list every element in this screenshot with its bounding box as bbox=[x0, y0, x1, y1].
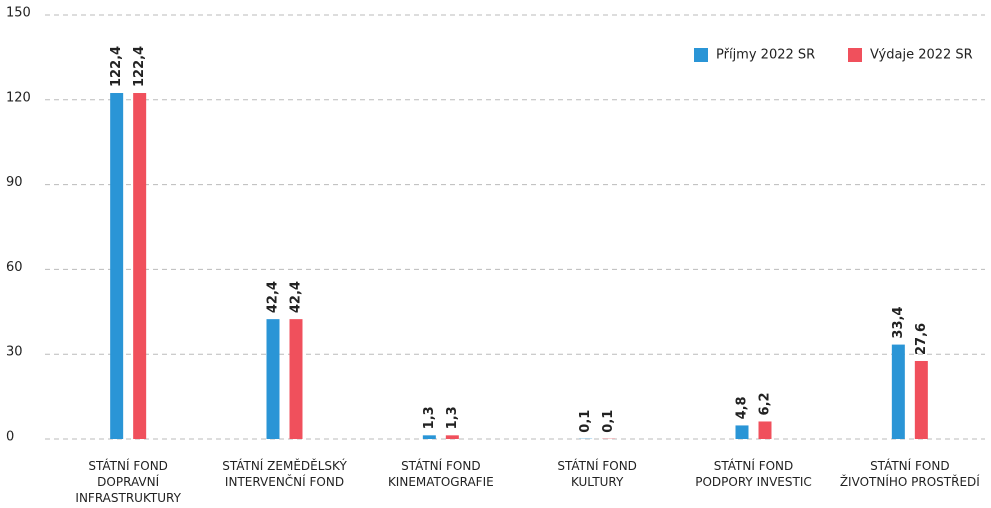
value-label: 122,4 bbox=[132, 46, 147, 87]
x-tick-label: STÁTNÍ FOND DOPRAVNÍ INFRASTRUKTURY bbox=[75, 459, 181, 505]
x-tick-label: STÁTNÍ FOND PODPORY INVESTIC bbox=[695, 459, 812, 489]
y-tick-label: 0 bbox=[6, 430, 14, 445]
y-tick-label: 60 bbox=[6, 260, 23, 275]
legend-label: Příjmy 2022 SR bbox=[716, 48, 815, 63]
x-tick-label: STÁTNÍ FOND ŽIVOTNÍHO PROSTŘEDÍ bbox=[839, 459, 980, 489]
bar bbox=[445, 435, 459, 439]
x-tick-label: STÁTNÍ FOND KULTURY bbox=[557, 459, 637, 489]
value-label: 42,4 bbox=[266, 281, 281, 313]
legend-swatch bbox=[694, 48, 708, 62]
legend-swatch bbox=[848, 48, 862, 62]
value-label: 1,3 bbox=[445, 406, 460, 429]
y-tick-label: 30 bbox=[6, 345, 23, 360]
bar bbox=[422, 435, 436, 439]
value-label: 6,2 bbox=[758, 392, 773, 415]
y-tick-label: 90 bbox=[6, 175, 23, 190]
value-label: 0,1 bbox=[601, 410, 616, 433]
bar bbox=[758, 421, 772, 439]
value-label: 42,4 bbox=[289, 281, 304, 313]
bar bbox=[110, 93, 124, 440]
y-tick-label: 150 bbox=[6, 6, 31, 21]
bar bbox=[914, 360, 928, 439]
y-tick-label: 120 bbox=[6, 90, 31, 105]
x-tick-label: STÁTNÍ ZEMĚDĚLSKÝ INTERVENČNÍ FOND bbox=[222, 459, 347, 489]
value-label: 4,8 bbox=[735, 396, 750, 419]
bar bbox=[133, 93, 147, 440]
value-label: 122,4 bbox=[109, 46, 124, 87]
value-label: 27,6 bbox=[914, 323, 929, 355]
bar bbox=[266, 319, 280, 439]
value-label: 1,3 bbox=[422, 406, 437, 429]
bar bbox=[735, 425, 749, 439]
x-tick-label: STÁTNÍ FOND KINEMATOGRAFIE bbox=[387, 459, 494, 489]
bar bbox=[289, 319, 303, 439]
legend-label: Výdaje 2022 SR bbox=[870, 48, 973, 63]
value-label: 33,4 bbox=[891, 307, 906, 339]
value-label: 0,1 bbox=[578, 410, 593, 433]
bar bbox=[891, 344, 905, 439]
